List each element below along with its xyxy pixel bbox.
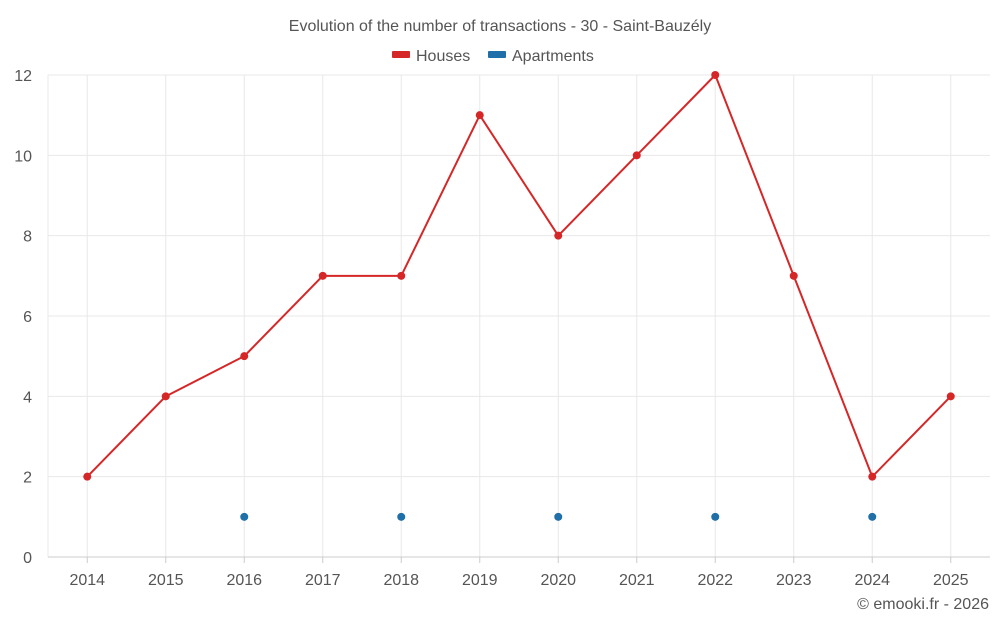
x-tick-label: 2025 xyxy=(933,572,969,589)
legend-label-houses: Houses xyxy=(416,48,470,65)
legend: Houses Apartments xyxy=(392,48,594,65)
x-tick-label: 2019 xyxy=(462,572,498,589)
x-tick-label: 2015 xyxy=(148,572,184,589)
data-point-houses[interactable] xyxy=(397,271,406,280)
data-point-houses[interactable] xyxy=(711,71,720,79)
y-tick-label: 8 xyxy=(23,229,32,246)
data-point-houses[interactable] xyxy=(789,271,798,280)
data-point-apartments[interactable] xyxy=(868,512,877,521)
x-tick-label: 2017 xyxy=(305,572,341,589)
data-point-houses[interactable] xyxy=(868,472,877,481)
axes: 0 2 4 6 8 10 12 2014 2015 2016 2017 2018 2019 2020 202… xyxy=(14,68,990,589)
x-tick-label: 2023 xyxy=(776,572,812,589)
data-point-apartments[interactable] xyxy=(397,512,406,521)
data-point-houses[interactable] xyxy=(240,352,249,361)
y-tick-label: 4 xyxy=(23,389,32,406)
legend-item-houses[interactable]: Houses xyxy=(392,48,470,65)
gridlines xyxy=(48,74,990,557)
x-tick-label: 2014 xyxy=(69,572,105,589)
data-point-houses[interactable] xyxy=(161,392,170,401)
data-point-apartments[interactable] xyxy=(240,512,249,521)
x-tick-label: 2024 xyxy=(854,572,890,589)
data-point-houses[interactable] xyxy=(946,392,955,401)
series xyxy=(83,71,955,521)
series-line-houses xyxy=(86,74,952,478)
chart-title: Evolution of the number of transactions … xyxy=(289,18,711,35)
y-tick-label: 6 xyxy=(23,309,32,326)
credit-text: © emooki.fr - 2026 xyxy=(857,596,989,613)
legend-swatch-apartments xyxy=(488,51,506,58)
legend-swatch-houses xyxy=(392,51,410,58)
data-point-houses[interactable] xyxy=(632,151,641,160)
data-point-houses[interactable] xyxy=(554,231,563,240)
x-tick-label: 2016 xyxy=(226,572,262,589)
y-tick-label: 0 xyxy=(23,550,32,567)
x-tick-label: 2018 xyxy=(383,572,419,589)
y-tick-label: 10 xyxy=(14,148,32,165)
data-point-houses[interactable] xyxy=(475,111,484,120)
legend-item-apartments[interactable]: Apartments xyxy=(488,48,594,65)
data-point-apartments[interactable] xyxy=(711,512,720,521)
legend-label-apartments: Apartments xyxy=(512,48,594,65)
x-tick-label: 2021 xyxy=(619,572,655,589)
data-point-houses[interactable] xyxy=(318,271,327,280)
x-tick-label: 2022 xyxy=(697,572,733,589)
data-point-apartments[interactable] xyxy=(554,512,563,521)
y-tick-label: 2 xyxy=(23,470,32,487)
y-tick-label: 12 xyxy=(14,68,32,85)
x-tick-label: 2020 xyxy=(540,572,576,589)
data-point-houses[interactable] xyxy=(83,472,92,481)
